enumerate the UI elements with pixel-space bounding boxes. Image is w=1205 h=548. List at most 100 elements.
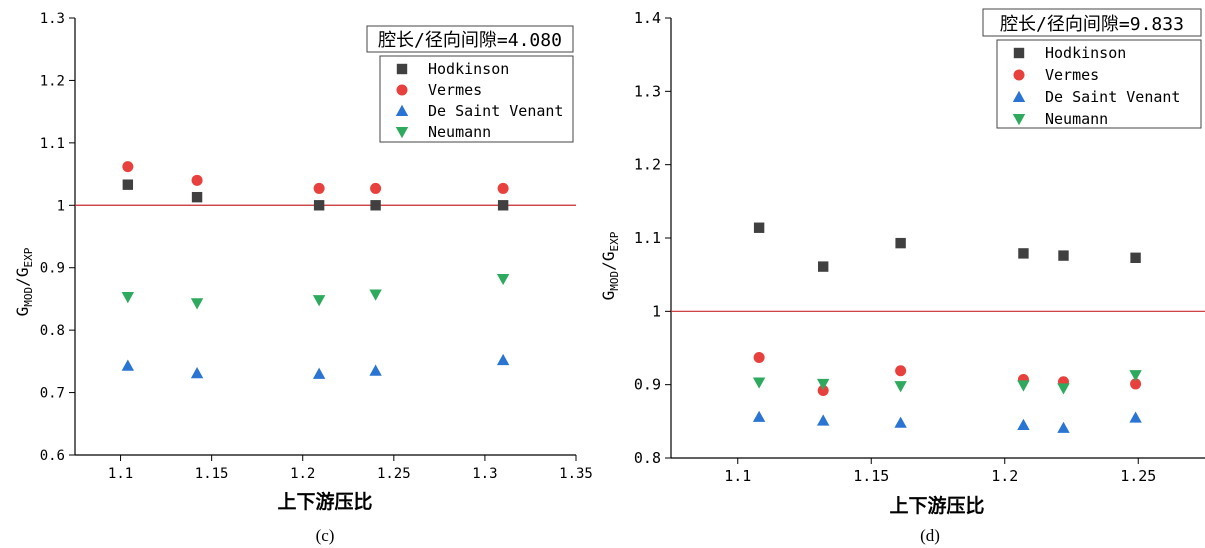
chart-panel-c: 0.6 0.7 0.8 0.9 1 1.1 1.2 1.3 1.1 1.15 1.2 1.25 1.3 1…	[13, 11, 593, 545]
series-neumann	[752, 370, 1142, 395]
x-tick-label: 1.2	[290, 466, 315, 482]
data-point	[1057, 383, 1070, 395]
series-hodkinson	[753, 222, 1141, 272]
x-axis-title: 上下游压比	[889, 494, 984, 517]
data-point	[817, 385, 829, 397]
data-point	[1129, 370, 1142, 382]
series-vermes	[753, 352, 1142, 397]
x-tick-label: 1.35	[559, 466, 593, 482]
series-hodkinson	[122, 179, 509, 211]
y-axis-title-sep: /G	[13, 268, 32, 287]
legend: Hodkinson Vermes De Saint Venant Neumann	[996, 39, 1202, 129]
data-point	[1130, 378, 1142, 390]
y-axis-title-sub: EXP	[608, 231, 621, 251]
y-tick-label: 0.8	[40, 323, 65, 339]
data-point	[312, 295, 326, 307]
legend-label: Neumann	[428, 123, 491, 141]
y-tick-label: 1.3	[40, 11, 65, 27]
y-axis-title-main: G	[13, 307, 32, 317]
series-de-saint-venant	[752, 410, 1142, 433]
data-point	[370, 182, 382, 194]
data-point	[122, 179, 134, 190]
y-tick-label: 1.2	[634, 156, 661, 174]
y-tick-label: 0.6	[40, 448, 65, 464]
annotation-text: 腔长/径向间隙=9.833	[1000, 14, 1184, 35]
x-axis-title: 上下游压比	[277, 490, 372, 513]
y-axis-title: GMOD/GEXP	[13, 247, 35, 316]
y-axis-title-sep: /G	[599, 252, 618, 271]
data-point	[497, 200, 509, 211]
legend-label: Vermes	[428, 81, 482, 99]
data-point	[817, 261, 829, 272]
series-neumann	[121, 273, 510, 310]
y-tick-label: 1.2	[40, 73, 65, 89]
data-point	[895, 365, 907, 377]
legend-marker	[396, 63, 408, 75]
data-point	[1057, 421, 1070, 433]
data-point	[313, 200, 325, 211]
x-tick-label: 1.25	[1120, 467, 1156, 485]
legend-marker	[396, 84, 408, 96]
data-point	[370, 200, 381, 211]
x-tick-label: 1.2	[991, 467, 1018, 485]
legend-label: Hodkinson	[1045, 44, 1126, 62]
data-point	[191, 191, 203, 203]
data-point	[190, 367, 204, 379]
data-point	[312, 367, 326, 379]
annotation-text: 腔长/径向间隙=4.080	[378, 30, 562, 51]
y-axis-title-sub: EXP	[22, 247, 35, 267]
y-axis-title-sub: MOD	[608, 271, 621, 291]
y-tick-label: 0.9	[40, 261, 65, 277]
data-point	[497, 182, 509, 194]
x-tick-label: 1.1	[724, 467, 751, 485]
data-point	[752, 377, 766, 389]
data-point	[191, 174, 203, 186]
series-de-saint-venant	[121, 353, 510, 379]
y-tick-label: 1	[57, 198, 65, 214]
x-tick-label: 1.15	[853, 467, 889, 485]
y-tick-label: 1.3	[634, 82, 661, 100]
data-point	[1017, 380, 1030, 392]
annotation-box	[982, 8, 1202, 37]
y-axis-title: GMOD/GEXP	[599, 231, 621, 300]
y-tick-label: 1	[652, 302, 661, 320]
legend-marker	[1012, 90, 1026, 102]
y-tick-label: 0.9	[634, 376, 661, 394]
y-tick-label: 1.1	[634, 229, 661, 247]
legend-label: Vermes	[1045, 66, 1099, 84]
legend: Hodkinson Vermes De Saint Venant Neumann	[379, 55, 574, 143]
data-point	[752, 410, 766, 422]
legend-marker	[395, 104, 409, 116]
y-tick-label: 0.8	[634, 449, 661, 467]
data-point	[894, 381, 907, 393]
chart-panel-d: 0.8 0.9 1 1.1 1.2 1.3 1.4 1.1 1.15 1.2 1.25 腔长/径向间隙…	[599, 8, 1205, 545]
data-point	[369, 364, 382, 376]
legend-label: Hodkinson	[428, 60, 509, 78]
panel-label: (c)	[316, 526, 335, 545]
data-point	[1129, 411, 1142, 423]
y-tick-label: 0.7	[40, 386, 65, 402]
data-point	[190, 298, 204, 310]
data-point	[121, 292, 135, 304]
x-tick-label: 1.15	[195, 466, 229, 482]
data-point	[121, 359, 135, 371]
data-point	[895, 237, 906, 249]
legend-frame	[996, 39, 1202, 129]
panel-label: (d)	[920, 526, 940, 545]
data-point	[816, 378, 830, 391]
legend-label: Neumann	[1045, 110, 1108, 128]
legend-label: De Saint Venant	[1045, 88, 1180, 106]
series-vermes	[122, 161, 509, 194]
data-point	[1058, 250, 1069, 261]
legend-frame	[379, 55, 574, 143]
data-point	[369, 289, 382, 301]
y-axis-title-sub: MOD	[22, 287, 35, 307]
data-point	[1130, 252, 1141, 263]
annotation-box	[366, 25, 574, 53]
data-point	[122, 161, 134, 173]
legend-marker	[1013, 47, 1025, 59]
x-tick-label: 1.25	[377, 466, 411, 482]
data-point	[894, 416, 907, 428]
x-tick-label: 1.3	[472, 466, 497, 482]
